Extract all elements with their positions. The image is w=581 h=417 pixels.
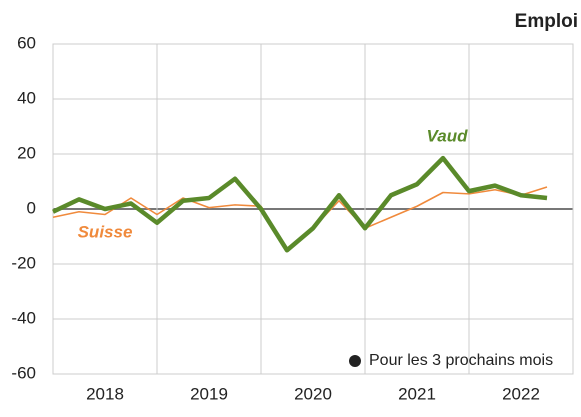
y-tick-label: 40 xyxy=(17,88,36,107)
series-label: Suisse xyxy=(78,222,133,241)
annotation: Pour les 3 prochains mois xyxy=(369,352,553,369)
y-tick-label: -40 xyxy=(11,308,36,327)
x-tick-label: 2021 xyxy=(398,384,436,403)
y-tick-label: 20 xyxy=(17,143,36,162)
x-tick-label: 2022 xyxy=(502,384,540,403)
y-tick-label: -20 xyxy=(11,253,36,272)
x-tick-label: 2019 xyxy=(190,384,228,403)
y-tick-label: 0 xyxy=(27,198,36,217)
y-tick-label: -60 xyxy=(11,363,36,382)
legend-dot xyxy=(349,355,361,367)
chart-title: Emploi xyxy=(515,11,578,32)
plot-frame xyxy=(52,43,574,375)
x-tick-label: 2018 xyxy=(86,384,124,403)
series-label: Vaud xyxy=(427,126,469,145)
x-tick-label: 2020 xyxy=(294,384,332,403)
line xyxy=(52,155,548,253)
y-tick-label: 60 xyxy=(17,33,36,52)
